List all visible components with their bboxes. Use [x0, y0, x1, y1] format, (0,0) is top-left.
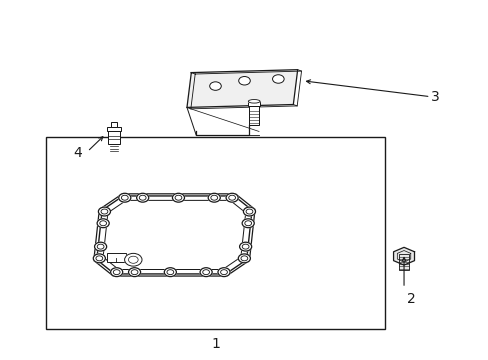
Bar	[398, 255, 408, 270]
Circle shape	[119, 193, 131, 202]
Circle shape	[98, 207, 110, 216]
Circle shape	[239, 242, 251, 251]
Circle shape	[218, 268, 229, 276]
Text: 4: 4	[73, 147, 82, 161]
Polygon shape	[186, 70, 297, 107]
Circle shape	[97, 219, 109, 228]
Bar	[46, 138, 384, 329]
Circle shape	[208, 193, 220, 202]
Circle shape	[225, 193, 238, 202]
Bar	[248, 105, 259, 125]
Circle shape	[124, 253, 142, 266]
Text: 3: 3	[430, 90, 439, 104]
Text: 2: 2	[406, 292, 415, 306]
Circle shape	[172, 193, 184, 202]
Circle shape	[94, 242, 106, 251]
Circle shape	[243, 207, 255, 216]
Bar	[106, 253, 126, 261]
Bar	[107, 127, 121, 131]
Text: 1: 1	[211, 337, 220, 351]
Circle shape	[93, 254, 105, 263]
Bar	[108, 131, 120, 144]
Circle shape	[272, 75, 284, 83]
Polygon shape	[393, 247, 414, 265]
Circle shape	[164, 268, 176, 276]
Bar	[110, 122, 117, 127]
Circle shape	[200, 268, 212, 276]
Circle shape	[136, 193, 148, 202]
Circle shape	[238, 77, 250, 85]
Ellipse shape	[248, 100, 260, 103]
Circle shape	[110, 268, 122, 276]
Circle shape	[238, 254, 250, 263]
Circle shape	[242, 219, 254, 228]
Bar	[247, 101, 260, 105]
Circle shape	[209, 82, 221, 90]
Circle shape	[128, 268, 141, 276]
